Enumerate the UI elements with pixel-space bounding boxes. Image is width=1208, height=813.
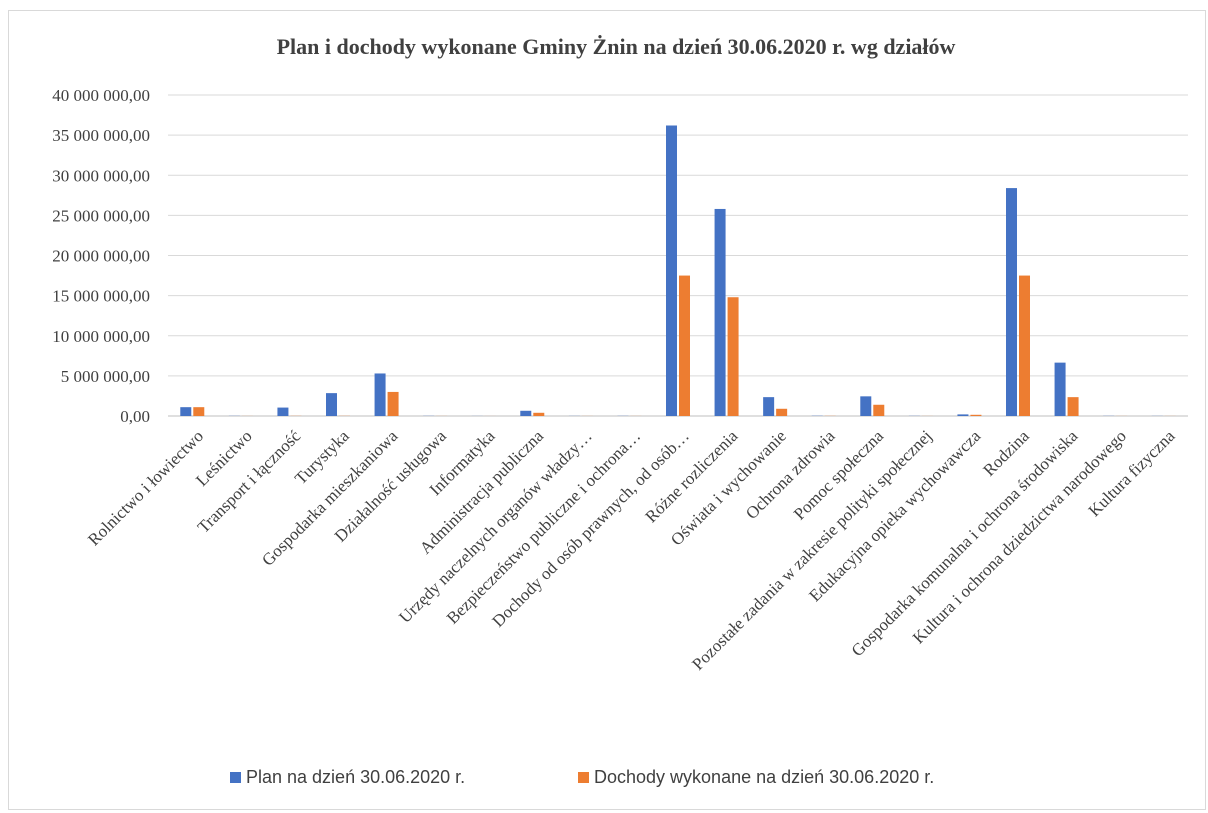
y-tick-label: 15 000 000,00	[52, 287, 150, 306]
y-tick-label: 35 000 000,00	[52, 126, 150, 145]
bar-dochody	[970, 414, 982, 416]
bar-dochody	[193, 407, 205, 416]
bar-dochody	[873, 404, 885, 416]
chart-title: Plan i dochody wykonane Gminy Żnin na dz…	[277, 34, 956, 59]
bar-dochody	[1067, 397, 1079, 416]
bar-plan	[957, 414, 969, 416]
y-axis: 0,00 5 000 000,00 10 000 000,00 15 000 000,…	[52, 86, 150, 426]
bar-plan	[666, 125, 677, 417]
bar-plan	[374, 373, 386, 416]
bar-plan	[763, 397, 775, 416]
bar-dochody	[1019, 275, 1030, 416]
bar-plan	[180, 407, 192, 416]
y-tick-label: 30 000 000,00	[52, 166, 150, 185]
y-tick-label: 0,00	[120, 407, 150, 426]
bar-dochody	[533, 412, 545, 416]
bar-plan	[860, 396, 872, 416]
bar-plan	[326, 393, 337, 416]
bar-dochody	[679, 275, 690, 416]
x-tick-label: Rolnictwo i łowiectwo	[84, 426, 207, 549]
bar-dochody	[727, 297, 739, 416]
bar-plan	[520, 410, 532, 416]
bar-plan	[1006, 188, 1017, 416]
x-tick-label: Kultura fizyczna	[1085, 426, 1179, 520]
bars	[180, 125, 1176, 417]
y-tick-label: 5 000 000,00	[61, 367, 150, 386]
y-tick-label: 10 000 000,00	[52, 327, 150, 346]
bar-plan	[1054, 362, 1066, 416]
legend-swatch	[230, 772, 241, 783]
bar-dochody	[776, 408, 788, 416]
bar-dochody	[387, 391, 399, 416]
y-tick-label: 20 000 000,00	[52, 247, 150, 266]
bar-plan	[277, 407, 289, 416]
legend: Plan na dzień 30.06.2020 r. Dochody wykon…	[230, 767, 934, 787]
legend-label: Dochody wykonane na dzień 30.06.2020 r.	[594, 767, 934, 787]
bar-plan	[714, 208, 726, 416]
gridlines	[168, 94, 1188, 417]
x-axis: Rolnictwo i łowiectwoLeśnictwoTransport …	[84, 426, 1179, 674]
legend-label: Plan na dzień 30.06.2020 r.	[246, 767, 465, 787]
y-tick-label: 40 000 000,00	[52, 86, 150, 105]
legend-swatch	[578, 772, 589, 783]
x-tick-label: Gospodarka komunalna i ochrona środowisk…	[848, 426, 1082, 660]
y-tick-label: 25 000 000,00	[52, 206, 150, 225]
